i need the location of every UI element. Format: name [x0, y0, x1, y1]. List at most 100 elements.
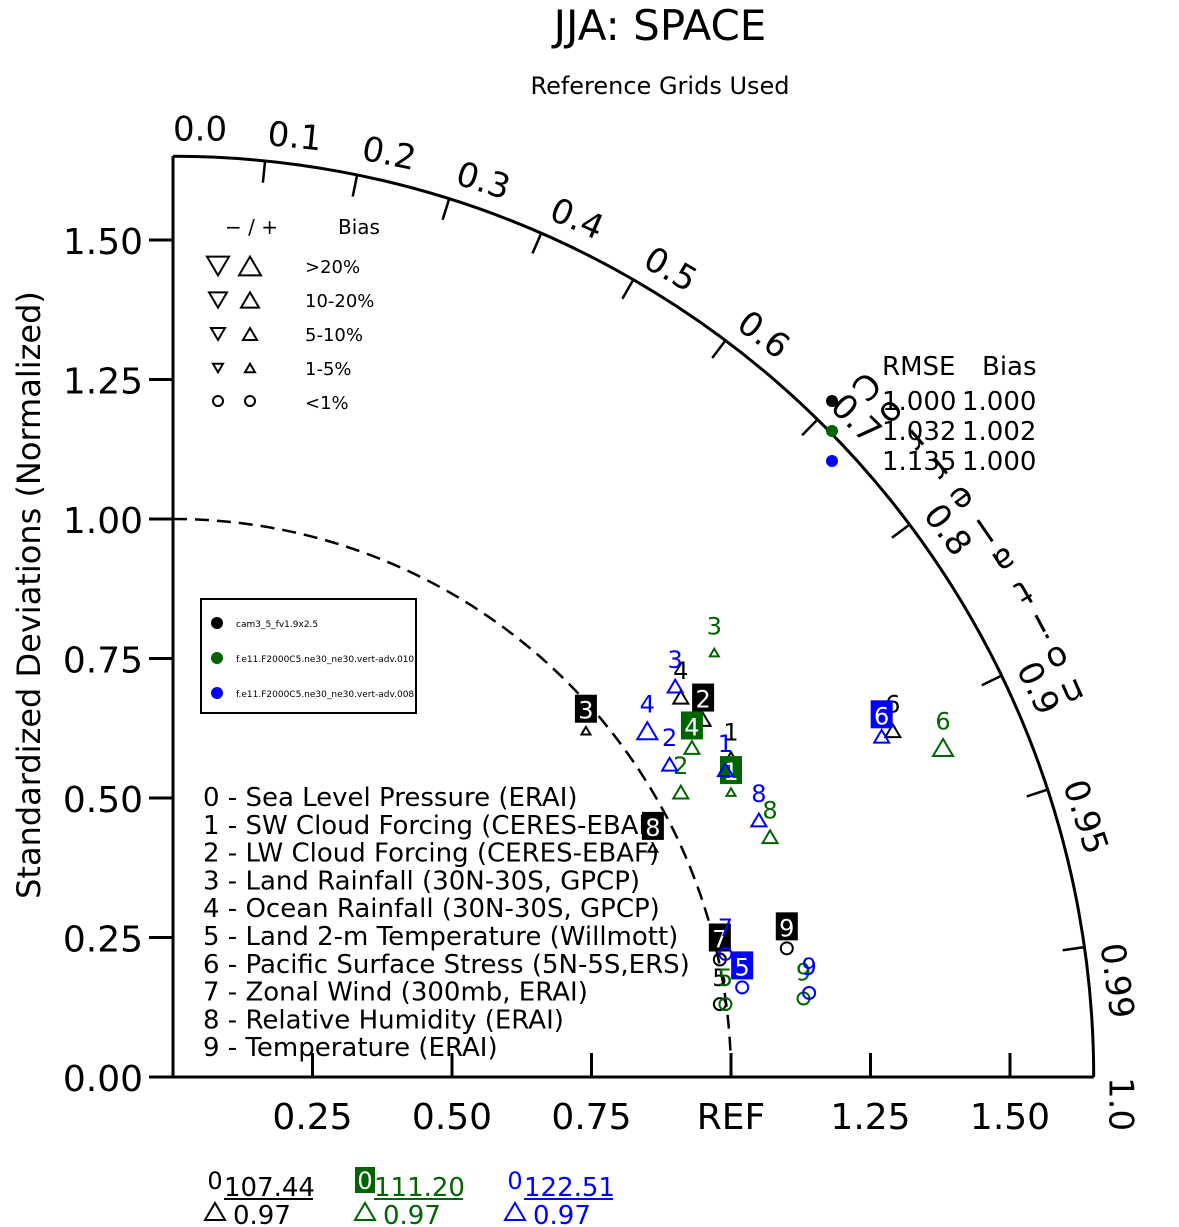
- data-point-marker: [579, 724, 593, 736]
- correlation-tick: [711, 339, 727, 359]
- data-point-label: 4: [673, 657, 688, 685]
- data-point-marker: [708, 646, 721, 658]
- correlation-tick-label: 0.0: [173, 109, 227, 149]
- legend-series-name: cam3_5_fv1.9x2.5: [236, 620, 318, 630]
- data-point-marker: [802, 985, 817, 1000]
- data-point: 3: [707, 613, 722, 658]
- variable-list-item: 2 - LW Cloud Forcing (CERES-EBAF): [203, 839, 659, 869]
- data-point-label: 8: [645, 814, 660, 842]
- summary-marker: [826, 425, 838, 437]
- variable-list-item: 8 - Relative Humidity (ERAI): [203, 1005, 564, 1035]
- footer-mark: 0: [357, 1167, 372, 1195]
- correlation-tick: [1026, 788, 1049, 798]
- data-point-label: 9: [801, 953, 816, 981]
- chart-subtitle: Reference Grids Used: [530, 72, 789, 100]
- variable-list-item: 6 - Pacific Surface Stress (5N-5S,ERS): [203, 950, 690, 980]
- correlation-tick: [1062, 945, 1085, 952]
- y-tick-label: 1.00: [63, 501, 143, 542]
- data-point: 6: [870, 700, 893, 744]
- y-tick-label: 0.00: [63, 1059, 143, 1100]
- legend-marker: [211, 687, 223, 699]
- correlation-tick: [441, 198, 451, 221]
- correlation-tick-label: 0.3: [451, 154, 515, 208]
- variable-list-item: 1 - SW Cloud Forcing (CERES-EBAF): [203, 811, 664, 841]
- data-point: 1: [716, 730, 735, 778]
- summary-marker: [826, 395, 838, 407]
- data-point-label: 7: [718, 914, 733, 942]
- data-point-label: 4: [684, 713, 699, 741]
- legend-marker: [211, 617, 223, 629]
- data-point-marker: [660, 755, 679, 772]
- data-point-marker: [760, 828, 780, 845]
- legend-series-name: f.e11.F2000C5.ne30_ne30.vert-adv.008: [236, 690, 414, 700]
- footer: 0 107.440.970 111.200.970 122.510.97: [203, 1167, 615, 1227]
- y-tick-label: 1.25: [63, 362, 143, 403]
- footer-mark-box: [355, 1167, 375, 1193]
- data-point-box: [708, 923, 731, 952]
- data-point-label: 5: [712, 964, 727, 992]
- circle-icon: [212, 395, 224, 407]
- correlation-tick: [891, 523, 911, 539]
- summary-marker: [826, 455, 838, 467]
- summary-rmse: 1.000: [882, 387, 956, 417]
- data-point: 4: [680, 711, 703, 755]
- legend-series-name: f.e11.F2000C5.ne30_ne30.vert-adv.010: [236, 655, 414, 665]
- correlation-tick-label: 0.5: [637, 239, 704, 301]
- bias-legend-label: >20%: [305, 257, 360, 278]
- data-point-label: 4: [640, 691, 655, 719]
- correlation-tick: [531, 232, 543, 254]
- summary-bias: 1.000: [962, 447, 1036, 477]
- data-point-label: 5: [718, 964, 733, 992]
- correlation-tick: [981, 674, 1003, 687]
- data-point-label: 6: [874, 702, 889, 730]
- data-point: 4: [635, 691, 660, 741]
- correlation-tick: [261, 160, 267, 183]
- y-tick-label: 1.50: [63, 222, 143, 263]
- outer-arc: [172, 154, 1096, 1078]
- y-tick-label: 0.75: [63, 641, 143, 682]
- triangle-down-icon: [209, 327, 227, 342]
- footer-ratio: 0.97: [533, 1201, 591, 1227]
- footer-triangle-icon: [353, 1201, 377, 1221]
- data-point: 4: [671, 657, 691, 705]
- triangle-up-icon: [243, 361, 257, 374]
- reference-arc: [172, 517, 733, 1078]
- data-point-marker: [718, 946, 733, 961]
- series-legend: cam3_5_fv1.9x2.5 f.e11.F2000C5.ne30_ne30.…: [200, 598, 417, 714]
- y-tick-label: 0.25: [63, 920, 143, 961]
- data-point-marker: [883, 722, 903, 739]
- correlation-tick: [351, 174, 359, 197]
- data-point: 6: [931, 707, 955, 757]
- x-tick-label: REF: [697, 1097, 765, 1138]
- triangle-down-icon: [205, 255, 231, 278]
- x-tick-label: 1.50: [970, 1097, 1050, 1138]
- variable-list-item: 9 - Temperature (ERAI): [203, 1033, 498, 1063]
- bias-legend-label: <1%: [305, 393, 349, 414]
- correlation-tick-label: 0.6: [730, 303, 797, 367]
- data-point: 3: [665, 646, 685, 694]
- data-point-marker: [635, 720, 660, 741]
- data-point-label: 9: [779, 914, 794, 942]
- correlation-tick-label: 0.2: [359, 129, 420, 179]
- y-tick-label: 0.50: [63, 780, 143, 821]
- x-tick-label: 0.75: [551, 1097, 631, 1138]
- data-point: 3: [574, 694, 597, 736]
- data-point-label: 6: [935, 707, 950, 735]
- data-point-marker: [749, 811, 769, 828]
- data-point-marker: [931, 736, 955, 757]
- data-point-label: 1: [718, 730, 733, 758]
- data-point: 2: [660, 724, 679, 772]
- data-point-box: [680, 711, 703, 740]
- data-point: 5: [731, 951, 754, 995]
- legend-marker: [211, 652, 223, 664]
- data-point-label: 2: [695, 686, 710, 714]
- data-point-marker: [646, 842, 660, 853]
- data-point-box: [692, 683, 715, 712]
- footer-ratio: 0.97: [383, 1201, 441, 1227]
- footer-triangle-icon: [503, 1201, 527, 1221]
- data-point-marker: [779, 941, 794, 956]
- data-point: 9: [801, 953, 817, 1000]
- data-point-label: 3: [668, 646, 683, 674]
- variable-list-item: 7 - Zonal Wind (300mb, ERAI): [203, 978, 588, 1008]
